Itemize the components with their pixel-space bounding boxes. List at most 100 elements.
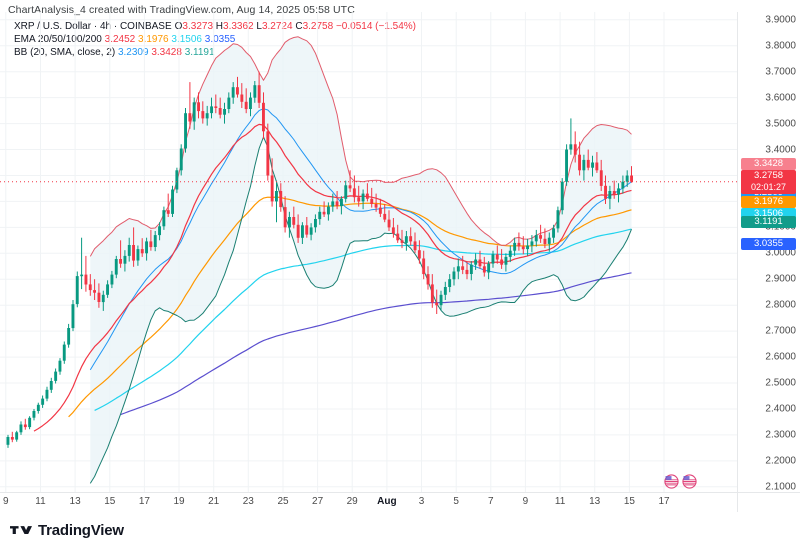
countdown-timer: 02:01:27 xyxy=(750,181,787,192)
candle-body xyxy=(556,210,560,229)
candle-body xyxy=(396,233,400,241)
candle-body xyxy=(23,424,27,428)
candle-body xyxy=(244,101,248,110)
ema50-line xyxy=(68,196,632,418)
candle-body xyxy=(140,249,144,254)
candle-body xyxy=(482,266,486,273)
candle-body xyxy=(162,210,166,227)
candle-body xyxy=(188,113,192,122)
time-tick: 17 xyxy=(138,496,150,507)
candle-body xyxy=(513,242,517,251)
us-flag-icon[interactable] xyxy=(682,474,697,489)
price-axis[interactable]: 3.90003.80003.70003.60003.50003.40003.30… xyxy=(737,12,800,492)
time-tick: 27 xyxy=(312,496,324,507)
candle-body xyxy=(586,159,590,168)
candle-body xyxy=(283,207,287,228)
price-tick: 3.5000 xyxy=(765,118,796,130)
candle-body xyxy=(88,284,92,291)
candle-body xyxy=(114,259,118,275)
candle-body xyxy=(630,175,633,182)
time-axis[interactable]: 9 11 13 15 17 19 21 23 25 27 29 Aug 3 5 7 9 11 13 15 17 xyxy=(0,492,737,513)
ema200-line xyxy=(120,272,632,416)
candle-body xyxy=(461,266,465,270)
bollinger-lower-line xyxy=(89,136,632,484)
candle-body xyxy=(383,213,387,220)
candle-body xyxy=(599,170,603,186)
candle-body xyxy=(365,193,369,199)
candle-body xyxy=(97,292,101,302)
candle-body xyxy=(495,254,499,260)
candle-body xyxy=(101,294,105,303)
candle-body xyxy=(573,144,577,155)
candle-body xyxy=(288,217,291,228)
open-value: 3.3273 xyxy=(182,21,214,32)
candle-body xyxy=(530,241,534,246)
price-badge-bb-lower[interactable]: 3.1191 xyxy=(741,216,796,229)
candle-body xyxy=(560,181,564,211)
candle-body xyxy=(539,235,542,239)
candle-body xyxy=(439,294,443,306)
price-badge-last-price[interactable]: 3.2758 02:01:27 xyxy=(741,169,796,194)
price-chart-canvas[interactable] xyxy=(0,12,737,492)
bollinger-fill xyxy=(90,36,632,484)
candle-body xyxy=(340,198,343,207)
bb-basis-value: 3.2309 xyxy=(117,47,149,58)
candle-body xyxy=(106,284,109,295)
price-tick: 3.0000 xyxy=(765,247,796,259)
candle-body xyxy=(58,360,62,372)
ema50-value: 3.1976 xyxy=(138,34,169,45)
legend-ema-row[interactable]: EMA 20/50/100/200 3.2452 3.1976 3.1506 3… xyxy=(14,33,416,46)
economic-events-row xyxy=(0,472,737,492)
candle-body xyxy=(504,256,508,265)
candle-body xyxy=(335,201,339,207)
candle-body xyxy=(314,219,317,228)
candle-body xyxy=(32,411,36,418)
candle-body xyxy=(257,85,261,103)
ema100-value: 3.1506 xyxy=(171,34,202,45)
last-price-value: 3.2758 xyxy=(753,169,784,181)
price-tick: 3.7000 xyxy=(765,66,796,78)
time-tick: 17 xyxy=(658,496,670,507)
candle-body xyxy=(443,287,447,295)
candle-body xyxy=(270,175,274,202)
candle-body xyxy=(236,87,239,95)
price-badge-ema200[interactable]: 3.0355 xyxy=(741,238,796,251)
candle-body xyxy=(171,189,174,214)
bb-label: BB (20, SMA, close, 2) xyxy=(14,47,116,58)
price-badge-bb-upper[interactable]: 3.3428 xyxy=(741,158,796,171)
candle-body xyxy=(49,381,53,390)
candle-body xyxy=(526,245,529,250)
candle-body xyxy=(565,149,568,182)
candle-body xyxy=(595,162,599,171)
candle-body xyxy=(521,246,525,250)
high-label: H xyxy=(215,21,224,32)
candle-body xyxy=(301,225,304,238)
candle-body xyxy=(374,204,378,208)
legend-bb-row[interactable]: BB (20, SMA, close, 2) 3.2309 3.3428 3.1… xyxy=(14,46,416,59)
candle-body xyxy=(175,170,179,190)
candle-body xyxy=(582,159,586,171)
price-tick: 2.6000 xyxy=(765,351,796,363)
candle-body xyxy=(413,241,417,251)
price-tick: 3.6000 xyxy=(765,92,796,104)
candle-body xyxy=(578,154,581,171)
price-badge-ema50[interactable]: 3.1976 xyxy=(741,196,796,208)
close-label: C xyxy=(295,21,303,32)
us-flag-icon[interactable] xyxy=(664,474,679,489)
candle-body xyxy=(292,217,296,225)
candle-body xyxy=(387,219,391,228)
candle-body xyxy=(62,344,66,361)
candle-body xyxy=(344,185,348,199)
candle-body xyxy=(608,191,612,199)
bb-upper-value: 3.3428 xyxy=(151,47,182,58)
candle-body xyxy=(231,87,235,98)
candle-body xyxy=(123,255,127,264)
ema100-line xyxy=(94,228,632,411)
price-tick: 2.4000 xyxy=(765,403,796,415)
tradingview-logo[interactable]: TradingView xyxy=(10,522,124,539)
candle-body xyxy=(36,404,40,411)
bb-lower-value: 3.1191 xyxy=(184,47,215,58)
tradingview-mark-icon xyxy=(10,525,32,534)
candle-body xyxy=(192,102,196,122)
candle-body xyxy=(487,263,491,273)
